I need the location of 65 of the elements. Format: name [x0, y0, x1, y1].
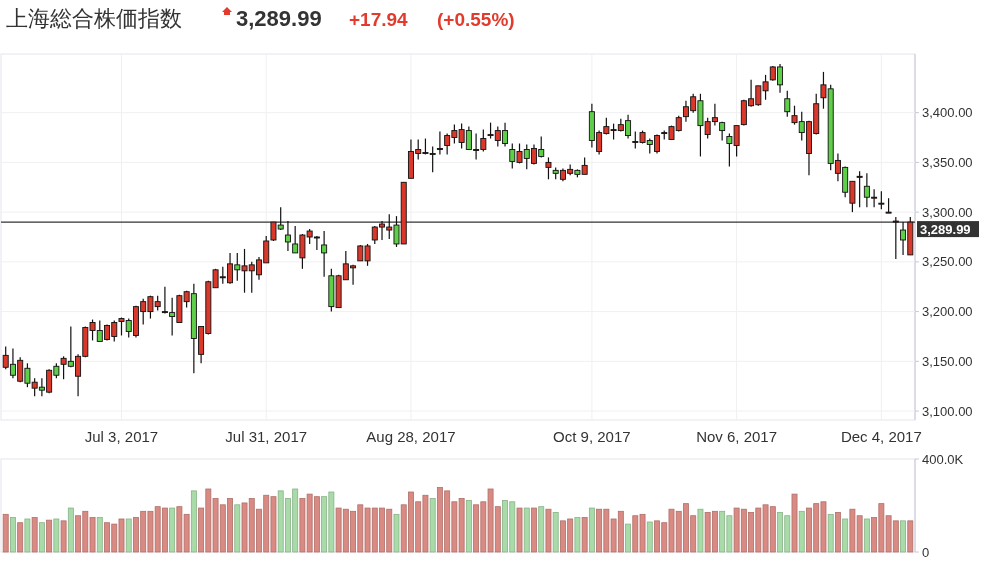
candlestick — [545, 156, 552, 180]
y-tick-label: 3,250.00 — [922, 254, 973, 270]
y-tick-label: 3,350.00 — [922, 154, 973, 170]
y-tick-label: 3,100.00 — [922, 403, 973, 419]
bar — [96, 517, 103, 553]
candlestick — [284, 220, 291, 252]
bar — [465, 499, 472, 553]
bar — [125, 518, 132, 553]
bar — [697, 508, 704, 553]
text: (+0.55%) — [437, 9, 515, 30]
x-tick-label: Nov 6, 2017 — [696, 428, 778, 445]
bar — [38, 522, 45, 553]
bar — [552, 512, 559, 553]
bar — [393, 513, 400, 553]
bar — [2, 513, 9, 553]
bar — [67, 507, 74, 553]
bar — [798, 510, 805, 553]
candlestick — [892, 216, 899, 260]
x-tick-label: Jul 3, 2017 — [84, 428, 159, 445]
candlestick — [321, 230, 328, 278]
bar — [842, 518, 849, 553]
bar — [835, 512, 841, 553]
bar — [646, 521, 653, 553]
bar — [169, 507, 176, 553]
bar — [588, 507, 595, 553]
bar — [234, 504, 241, 553]
bar — [531, 507, 537, 553]
x-tick-label: Jul 31, 2017 — [225, 428, 308, 445]
bar — [53, 518, 60, 553]
text: +17.94 — [349, 9, 409, 30]
candlestick — [856, 170, 863, 208]
candlestick — [436, 130, 443, 156]
bar — [24, 518, 31, 553]
bar — [17, 522, 24, 553]
bar — [863, 518, 870, 553]
bar — [907, 520, 914, 553]
y-tick-label: 3,400.00 — [922, 105, 973, 121]
x-tick-label: Aug 28, 2017 — [366, 428, 456, 445]
bar — [190, 490, 197, 553]
x-tick-label: Oct 9, 2017 — [553, 428, 631, 445]
bar — [46, 519, 53, 553]
ref-line-label: 3,289.99 — [920, 221, 971, 237]
bar — [538, 506, 545, 553]
bar — [545, 508, 552, 553]
bar — [827, 513, 834, 553]
candlestick — [784, 90, 791, 118]
bar — [10, 517, 16, 553]
bar — [791, 493, 798, 553]
y-tick-label: 0 — [922, 544, 930, 560]
bar — [581, 517, 588, 553]
bar — [900, 520, 906, 553]
bar — [625, 523, 631, 553]
chart-title: 上海総合株価指数 — [6, 6, 182, 31]
bar — [429, 498, 436, 553]
y-tick-label: 3,150.00 — [922, 353, 973, 369]
bar — [516, 507, 523, 553]
bar — [574, 517, 581, 553]
bar — [523, 507, 530, 553]
bar — [60, 520, 67, 553]
text: 3,289.99 — [236, 6, 322, 31]
x-tick-label: Dec 4, 2017 — [840, 428, 922, 445]
y-tick-label: 400.0K — [922, 451, 964, 467]
y-tick-label: 3,300.00 — [922, 204, 973, 220]
bar — [31, 517, 38, 553]
y-tick-label: 3,200.00 — [922, 304, 973, 320]
